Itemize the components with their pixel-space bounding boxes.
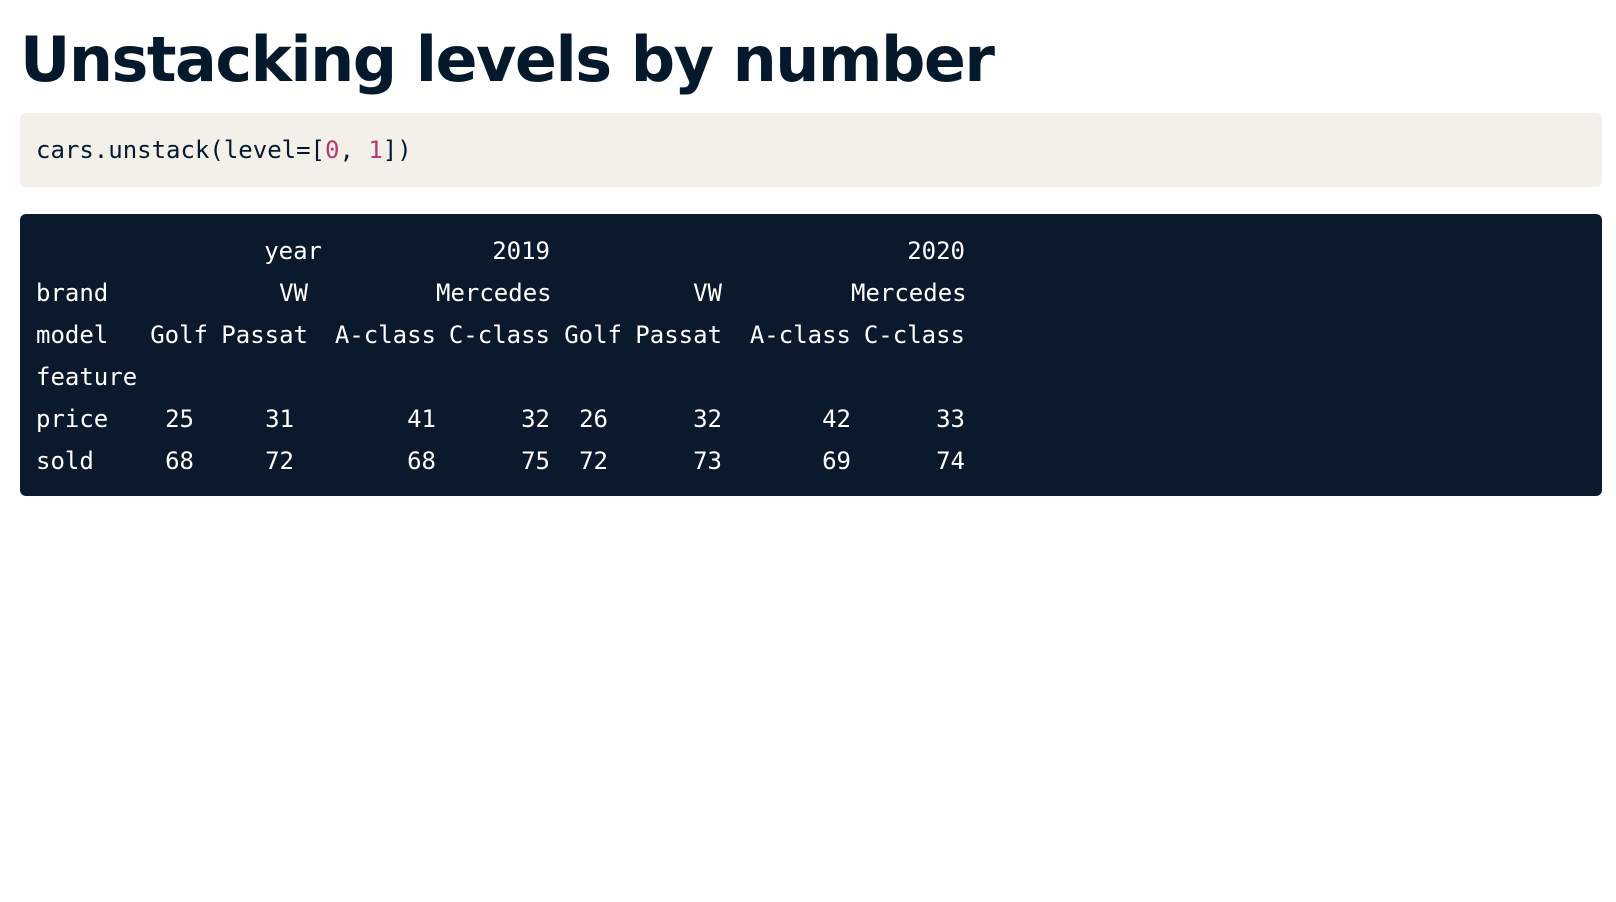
year-2019: 2019 [492,237,550,265]
model-passat-2020: Passat [635,321,722,349]
output-panel: year 2019 2020 brand VW Mercedes VW Merc… [20,214,1602,496]
code-separator: , [339,136,369,164]
code-suffix: ]) [382,136,412,164]
code-prefix: cars.unstack(level=[ [36,136,325,164]
code-level-0: 0 [324,136,340,164]
table-cell: 72 [579,447,608,475]
year-2020: 2020 [907,237,965,265]
table-cell: 41 [407,405,436,433]
model-cclass-2019: C-class [448,321,550,349]
row-label: price [36,405,109,433]
model-label: model [36,321,109,349]
output-table: year 2019 2020 brand VW Mercedes VW Merc… [36,230,967,482]
table-row: price 25 31 41 32 26 32 42 33 [36,398,965,440]
table-cell: 68 [165,447,194,475]
model-passat-2019: Passat [221,321,308,349]
table-cell: 32 [521,405,550,433]
table-cell: 33 [936,405,965,433]
table-cell: 32 [693,405,722,433]
index-name-label: feature [36,363,138,391]
table-cell: 73 [693,447,722,475]
table-cell: 69 [822,447,851,475]
table-cell: 72 [265,447,294,475]
table-cell: 25 [165,405,194,433]
index-name-row: feature [36,356,137,398]
code-line: cars.unstack(level=[0, 1]) [36,134,412,166]
brand-mercedes-2019: Mercedes [436,279,552,307]
table-cell: 42 [822,405,851,433]
header-row-year: year 2019 2020 [36,230,965,272]
table-cell: 26 [579,405,608,433]
table-cell: 74 [936,447,965,475]
brand-mercedes-2020: Mercedes [851,279,967,307]
header-row-brand: brand VW Mercedes VW Mercedes [36,272,967,314]
table-row: sold 68 72 68 75 72 73 69 74 [36,440,965,482]
model-golf-2019: Golf [150,321,208,349]
code-level-1: 1 [368,136,383,164]
table-cell: 75 [521,447,550,475]
page-title: Unstacking levels by number [20,23,995,96]
model-cclass-2020: C-class [863,321,965,349]
code-block: cars.unstack(level=[0, 1]) [20,113,1602,187]
brand-vw-2020: VW [693,279,722,307]
model-golf-2020: Golf [564,321,622,349]
brand-label: brand [36,279,109,307]
row-label: sold [36,447,94,475]
table-cell: 68 [407,447,436,475]
header-row-model: model Golf Passat A-class C-class Golf P… [36,314,965,356]
model-aclass-2019: A-class [334,321,436,349]
model-aclass-2020: A-class [749,321,851,349]
table-cell: 31 [265,405,294,433]
year-label: year [264,237,322,265]
brand-vw-2019: VW [279,279,308,307]
